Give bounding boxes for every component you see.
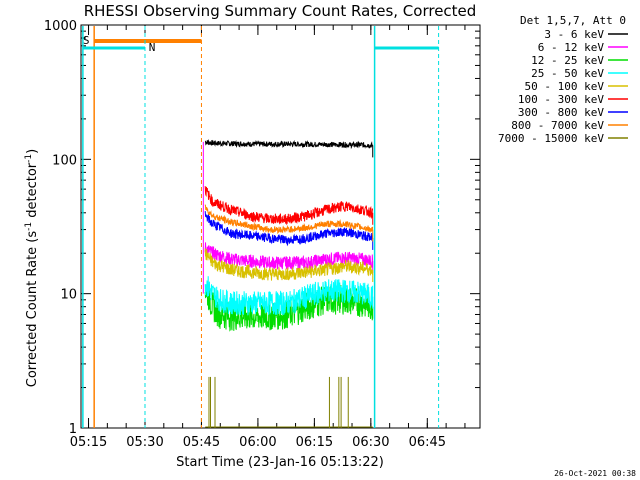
series-line xyxy=(204,204,374,235)
legend-label: 3 - 6 keV xyxy=(544,28,604,41)
y-axis-label-sup2: -1 xyxy=(24,154,34,163)
y-tick-label: 1 xyxy=(69,422,77,437)
y-axis-label-sup1: -1 xyxy=(24,222,34,231)
legend-label: 50 - 100 keV xyxy=(525,80,605,93)
y-axis-label-mid: detector xyxy=(25,162,40,222)
flag-label-n: N xyxy=(149,41,156,54)
x-tick-label: 06:15 xyxy=(296,435,333,450)
x-tick-label: 06:30 xyxy=(352,435,389,450)
legend-label: 6 - 12 keV xyxy=(538,41,605,54)
series-line xyxy=(204,211,374,247)
legend-label: 7000 - 15000 keV xyxy=(498,132,604,145)
x-axis-label: Start Time (23-Jan-16 05:13:22) xyxy=(176,455,384,470)
x-tick-label: 05:30 xyxy=(126,435,163,450)
x-tick-label: 06:00 xyxy=(239,435,276,450)
x-tick-label: 05:45 xyxy=(183,435,220,450)
y-axis-label: Corrected Count Rate (s-1 detector-1) xyxy=(24,149,40,387)
y-tick-label: 100 xyxy=(52,153,77,168)
x-tick-label: 06:45 xyxy=(409,435,446,450)
series-layer xyxy=(202,138,374,428)
legend-label: 100 - 300 keV xyxy=(518,93,604,106)
footer-timestamp: 26-Oct-2021 00:38 xyxy=(554,469,636,478)
y-tick-label: 10 xyxy=(60,288,77,303)
series-line xyxy=(204,276,374,316)
y-axis-label-main: Corrected Count Rate (s xyxy=(25,231,40,388)
y-tick-label: 1000 xyxy=(44,19,77,34)
flags-layer: SN xyxy=(82,26,440,428)
legend-label: 12 - 25 keV xyxy=(531,54,604,67)
legend-label: 300 - 800 keV xyxy=(518,106,604,119)
chart-title: RHESSI Observing Summary Count Rates, Co… xyxy=(84,2,477,20)
flag-label-s: S xyxy=(83,34,90,47)
series-line xyxy=(204,138,374,150)
y-axis-label-end: ) xyxy=(25,149,40,154)
legend-title: Det 1,5,7, Att 0 xyxy=(520,14,626,27)
legend-label: 800 - 7000 keV xyxy=(511,119,604,132)
series-line xyxy=(204,248,374,281)
x-tick-label: 05:15 xyxy=(70,435,107,450)
series-line xyxy=(204,242,374,270)
series-line xyxy=(204,186,374,226)
plot-frame xyxy=(80,24,481,429)
legend-label: 25 - 50 keV xyxy=(531,67,604,80)
